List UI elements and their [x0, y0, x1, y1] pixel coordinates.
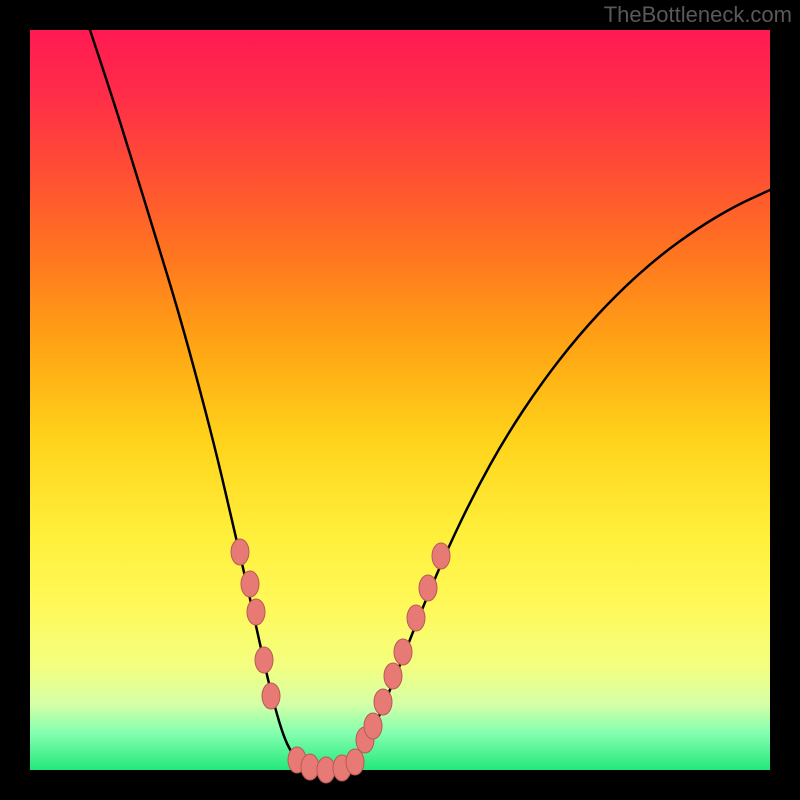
chart-stage: TheBottleneck.com — [0, 0, 800, 800]
marker-right-2 — [374, 689, 392, 715]
marker-right-7 — [432, 543, 450, 569]
marker-right-6 — [419, 575, 437, 601]
watermark-text: TheBottleneck.com — [604, 2, 792, 28]
marker-left-3 — [255, 647, 273, 673]
marker-right-1 — [364, 713, 382, 739]
marker-bottom-1 — [301, 754, 319, 780]
marker-bottom-2 — [317, 757, 335, 783]
marker-right-5 — [407, 605, 425, 631]
marker-right-3 — [384, 663, 402, 689]
bottleneck-curve-chart — [0, 0, 800, 800]
marker-left-4 — [262, 683, 280, 709]
marker-left-0 — [231, 539, 249, 565]
marker-left-1 — [241, 571, 259, 597]
marker-left-2 — [247, 599, 265, 625]
marker-bottom-4 — [346, 749, 364, 775]
marker-right-4 — [394, 639, 412, 665]
